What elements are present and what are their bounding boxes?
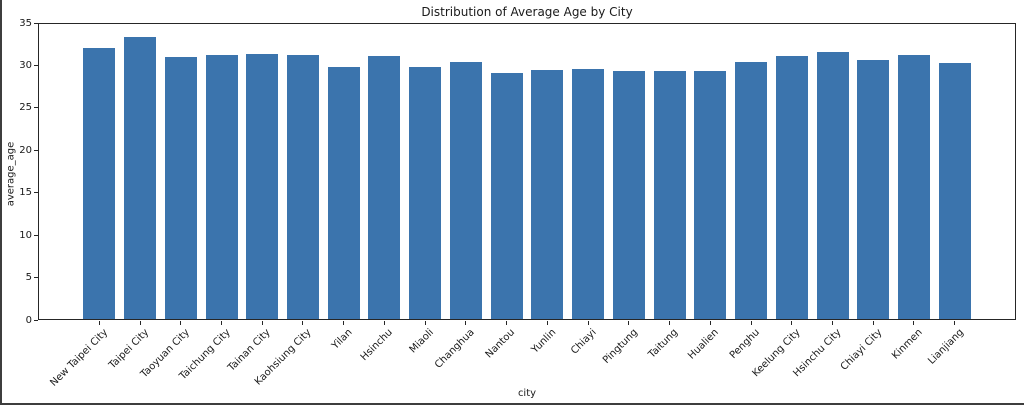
y-tick-mark [34,107,38,109]
chart-title: Distribution of Average Age by City [421,5,633,19]
x-tick-label: Yunlin [529,327,559,356]
y-tick-label: 5 [25,272,32,284]
x-tick-mark [791,321,793,325]
bar [531,69,564,320]
bar [612,71,645,320]
y-tick-label: 0 [25,314,32,326]
bar [857,59,890,320]
y-tick-label: 25 [19,102,32,114]
y-tick-mark [34,319,38,321]
bar [83,48,116,320]
plot-area [38,23,1016,320]
bar [735,62,768,320]
bar [938,62,971,320]
x-tick-mark [872,321,874,325]
y-tick-label: 30 [19,59,32,71]
screenshot-left-edge [0,0,2,405]
x-tick-mark [750,321,752,325]
x-tick-mark [832,321,833,325]
x-tick-label: Changhua [432,327,477,371]
y-tick-label: 35 [19,17,32,29]
screenshot-bottom-edge [0,403,1024,405]
bar [775,56,808,320]
bar [653,70,686,320]
y-tick-label: 20 [19,144,32,156]
bar [694,70,727,320]
bar [897,55,930,320]
x-tick-mark [954,321,956,325]
x-tick-mark [139,321,141,325]
x-tick-mark [628,321,630,325]
x-tick-label: Pingtung [600,327,640,367]
bar [449,62,482,320]
x-tick-label: Chiayi [569,327,599,357]
x-axis-label: city [517,388,537,399]
bar [205,55,238,320]
bar [124,36,157,320]
x-tick-mark [302,321,304,325]
y-tick-label: 15 [19,187,32,199]
x-tick-mark [261,321,263,325]
x-tick-label: Miaoli [407,327,436,356]
x-tick-mark [180,321,182,325]
y-tick-mark [34,149,38,151]
x-tick-mark [506,321,508,325]
y-tick-mark [34,234,38,236]
x-tick-label: Kinmen [890,327,925,362]
bar [490,73,523,320]
x-tick-mark [546,321,548,325]
y-tick-mark [34,22,38,24]
x-tick-mark [913,321,915,325]
x-tick-mark [221,321,222,325]
x-tick-mark [383,321,385,325]
x-tick-mark [424,321,426,325]
bar [368,56,401,320]
x-tick-label: Hsinchu [359,327,396,364]
x-tick-label: Penghu [727,327,762,362]
x-tick-mark [98,321,100,325]
x-tick-mark [669,321,671,325]
x-tick-label: Lianjiang [925,327,966,367]
x-tick-label: Nantou [483,327,518,361]
x-tick-label: Yilan [329,327,355,352]
bar [246,53,279,320]
x-tick-label: Chiayi City [838,327,884,373]
bar [327,67,360,320]
bar [572,68,605,320]
x-tick-mark [343,321,345,325]
x-tick-label: New Taipei City [48,327,111,389]
bar [164,56,197,320]
y-tick-mark [34,64,38,66]
x-tick-label: Taitung [646,327,681,361]
y-tick-label: 10 [19,229,32,241]
x-tick-label: Hualien [686,327,722,362]
x-tick-mark [709,321,711,325]
x-tick-mark [465,321,467,325]
bar [286,55,319,320]
y-tick-mark [34,277,38,279]
y-tick-mark [34,192,38,194]
bar [409,67,442,320]
bar [816,51,849,320]
x-tick-mark [587,321,589,325]
